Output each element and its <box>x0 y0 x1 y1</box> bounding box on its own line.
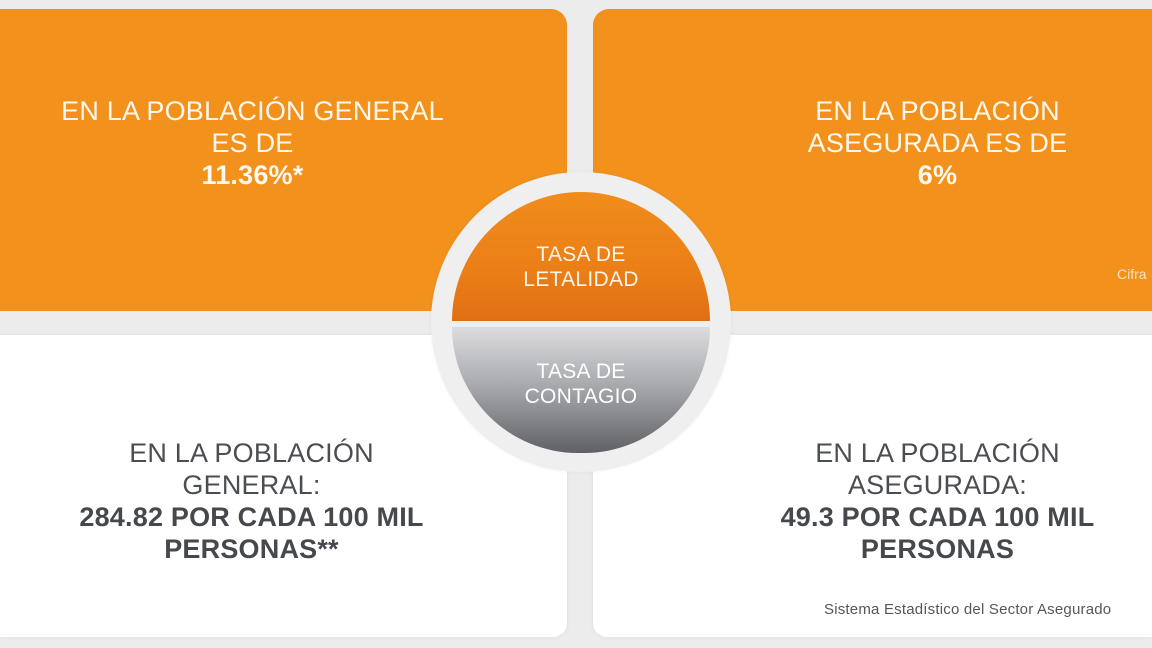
contagio-general-value-line-1: 284.82 POR CADA 100 MIL <box>79 502 424 532</box>
letalidad-asegurada-line-2: ASEGURADA ES DE <box>807 128 1068 158</box>
letalidad-general-text: EN LA POBLACIÓN GENERAL ES DE 11.36%* <box>61 95 444 191</box>
contagio-asegurada-line-1: EN LA POBLACIÓN <box>815 438 1060 468</box>
letalidad-general-line-2: ES DE <box>211 128 294 158</box>
contagio-general-value-line-2: PERSONAS** <box>164 534 339 564</box>
letalidad-general-card: EN LA POBLACIÓN GENERAL ES DE 11.36%* <box>0 9 567 311</box>
contagio-general-line-1: EN LA POBLACIÓN <box>129 438 374 468</box>
letalidad-asegurada-value: 6% <box>917 160 958 190</box>
tasa-contagio-label-line-1: TASA DE <box>536 360 626 383</box>
contagio-asegurada-value-line-1: 49.3 POR CADA 100 MIL <box>780 502 1095 532</box>
letalidad-asegurada-text: EN LA POBLACIÓN ASEGURADA ES DE 6% <box>808 95 1068 191</box>
tasa-letalidad-label: TASA DE LETALIDAD <box>452 242 710 292</box>
letalidad-general-line-1: EN LA POBLACIÓN GENERAL <box>61 96 444 126</box>
cifras-footnote: Cifra <box>1117 266 1147 282</box>
contagio-general-line-2: GENERAL: <box>182 470 321 500</box>
letalidad-general-value: 11.36%* <box>201 160 304 190</box>
tasa-letalidad-label-line-1: TASA DE <box>536 243 626 266</box>
contagio-asegurada-value-line-2: PERSONAS <box>860 534 1015 564</box>
contagio-asegurada-line-2: ASEGURADA: <box>847 470 1028 500</box>
source-footnote: Sistema Estadístico del Sector Asegurado <box>824 601 1112 618</box>
contagio-general-text: EN LA POBLACIÓN GENERAL: 284.82 POR CADA… <box>79 437 423 565</box>
tasa-letalidad-label-line-2: LETALIDAD <box>523 268 639 291</box>
tasa-contagio-label: TASA DE CONTAGIO <box>452 359 710 409</box>
tasa-contagio-label-line-2: CONTAGIO <box>524 385 638 408</box>
letalidad-asegurada-line-1: EN LA POBLACIÓN <box>815 96 1060 126</box>
contagio-asegurada-text: EN LA POBLACIÓN ASEGURADA: 49.3 POR CADA… <box>781 437 1095 565</box>
